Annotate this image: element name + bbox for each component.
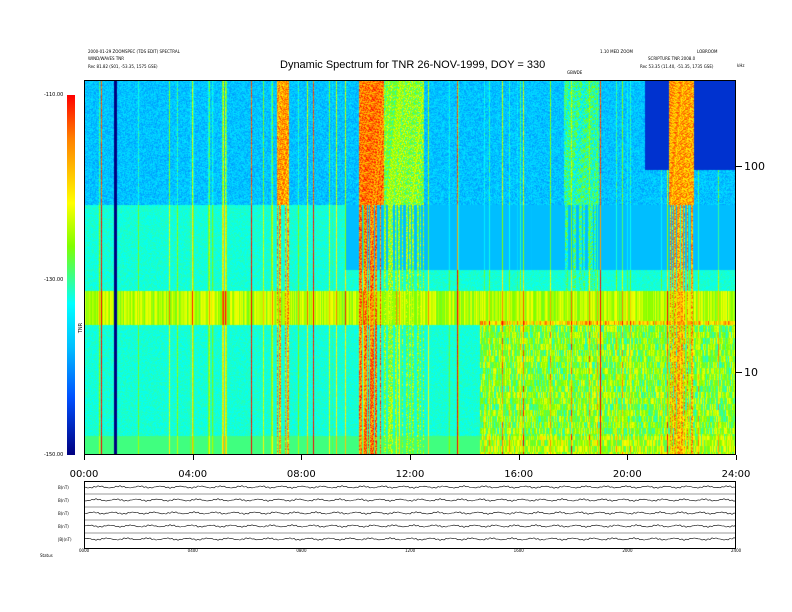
y-unit-label: kHz	[737, 63, 745, 68]
panel-label: B(nT)	[58, 524, 69, 529]
x-tick-label: 04:00	[178, 469, 208, 480]
y-tick-10: 10	[744, 366, 758, 379]
header-left-1: 2000-01-29 ZOOMSPEC (TDS EDIT) SPECTRAL	[88, 49, 180, 54]
header-right-corner: LOBROOM	[697, 49, 718, 54]
footer-status: Status	[40, 553, 53, 558]
header-left-3: Rec 81.82 (S01, -53.35, 1575 GSE)	[88, 64, 158, 69]
magnetometer-trace	[84, 524, 736, 528]
x-tick-label: 20:00	[612, 469, 642, 480]
panel-label: B(nT)	[58, 511, 69, 516]
x-tick-label: 12:00	[395, 469, 425, 480]
colorbar-tick-bottom: -150.00	[44, 452, 64, 458]
header-right-2: SCRIPTURE TNR 2008.0	[648, 56, 696, 61]
x-tick-label: 00:00	[69, 469, 99, 480]
x-tick-mark	[627, 455, 629, 460]
dynamic-spectrum-heatmap	[84, 80, 736, 455]
panel-label: |B|(nT)	[58, 537, 72, 542]
panel-frame	[84, 481, 736, 549]
magnetometer-trace	[84, 511, 736, 515]
panel-x-tick-label: 2000	[622, 548, 633, 553]
magnetometer-trace	[84, 498, 736, 502]
panel-label: B(nT)	[58, 498, 69, 503]
colorbar-label: TNR	[78, 322, 85, 334]
panel-x-tick-label: 0000	[79, 548, 90, 553]
y-tick-mark-10	[736, 372, 742, 373]
panel-x-tick-label: 1600	[513, 548, 524, 553]
colorbar-tick-mid: -130.00	[44, 277, 64, 283]
magnetometer-trace	[84, 537, 736, 541]
colorbar	[67, 95, 75, 455]
x-tick-label: 08:00	[286, 469, 316, 480]
panel-x-tick-label: 0400	[187, 548, 198, 553]
colorbar-tick-top: -110.00	[44, 92, 64, 98]
x-tick-mark	[192, 455, 194, 460]
header-left-2: WIND/WAVES TNR	[88, 56, 125, 61]
x-tick-label: 16:00	[504, 469, 534, 480]
x-tick-mark	[518, 455, 520, 460]
y-tick-mark-100	[736, 166, 742, 167]
magnetometer-panels	[84, 481, 736, 549]
magnetometer-trace	[84, 485, 736, 489]
panel-x-tick-label: 0800	[296, 548, 307, 553]
panel-label: B(nT)	[58, 485, 69, 490]
chart-title: Dynamic Spectrum for TNR 26-NOV-1999, DO…	[280, 59, 546, 71]
y-tick-100: 100	[744, 160, 765, 173]
x-tick-mark	[736, 455, 737, 460]
header-right-3: Rec 53.35 (11.40, -51.35, 1735 GSE)	[640, 64, 714, 69]
header-right-1: 1.10 MED ZOOM	[600, 49, 633, 54]
panel-x-tick-label: 2400	[731, 548, 742, 553]
x-tick-mark	[301, 455, 303, 460]
x-tick-mark	[410, 455, 411, 460]
panel-x-tick-label: 1200	[405, 548, 416, 553]
marker-label: GBWDE	[567, 70, 583, 75]
x-tick-label: 24:00	[721, 469, 751, 480]
x-tick-mark	[84, 455, 85, 460]
